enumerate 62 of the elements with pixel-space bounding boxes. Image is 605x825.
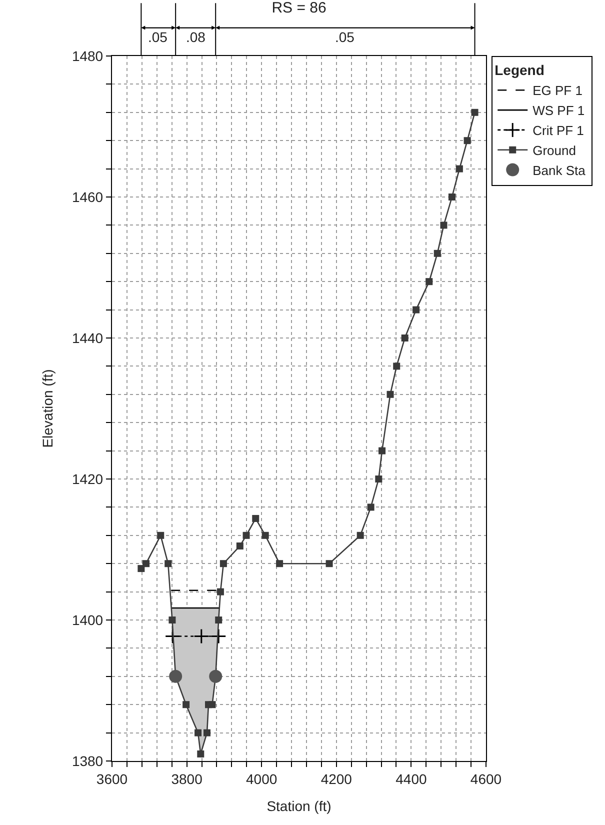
legend-label: WS PF 1 (532, 103, 585, 118)
point (168, 616, 176, 624)
legend-title: Legend (494, 62, 544, 78)
point (448, 194, 456, 200)
point (426, 278, 433, 286)
legend-label: Ground (532, 142, 576, 158)
text: .05 (148, 29, 168, 45)
x-axis-title: Station (ft) (266, 798, 332, 814)
point (194, 729, 202, 736)
x-tick-label: 4600 (470, 770, 502, 787)
y-axis-title: Elevation (ft) (40, 369, 56, 448)
point (276, 560, 284, 568)
point (210, 628, 226, 644)
point (157, 532, 164, 539)
point (182, 701, 190, 708)
legend-label: EG PF 1 (532, 83, 582, 98)
point (471, 108, 478, 116)
y-tick-label: 1480 (72, 48, 104, 64)
point (386, 390, 394, 398)
point (194, 628, 210, 644)
point (236, 542, 244, 550)
legend-label: Crit PF 1 (532, 123, 584, 138)
point (142, 560, 150, 568)
text: .05 (335, 29, 355, 45)
y-tick-label: 1440 (72, 330, 104, 346)
point (215, 616, 222, 624)
point (378, 447, 386, 454)
point (242, 532, 250, 539)
point (375, 476, 382, 482)
point (138, 565, 145, 572)
point (412, 306, 420, 314)
point (262, 532, 269, 539)
x-tick-label: 4000 (246, 770, 278, 787)
point (197, 750, 204, 758)
x-tick-label: 4200 (320, 770, 352, 787)
point (434, 250, 441, 257)
y-tick-label: 1380 (72, 752, 104, 769)
point (440, 222, 448, 229)
point (393, 362, 400, 370)
point (356, 532, 364, 539)
point (220, 560, 227, 568)
y-tick-label: 1420 (72, 470, 104, 487)
point (326, 560, 333, 568)
point (456, 165, 463, 172)
chart-title: RS = 86 (272, 0, 326, 16)
point (209, 670, 222, 683)
point (464, 137, 471, 144)
y-tick-label: 1460 (72, 188, 104, 205)
x-tick-label: 4400 (396, 770, 427, 787)
point (216, 588, 224, 596)
point (164, 560, 172, 568)
point (208, 701, 216, 708)
point (169, 670, 182, 683)
legend-label: Bank Sta (532, 162, 586, 178)
text: .08 (186, 29, 206, 45)
y-tick-label: 1400 (72, 612, 104, 628)
x-tick-label: 3800 (171, 770, 203, 787)
point (204, 729, 210, 736)
point (367, 504, 374, 511)
point (252, 514, 260, 522)
x-tick-label: 3600 (96, 770, 128, 787)
point (401, 334, 408, 342)
